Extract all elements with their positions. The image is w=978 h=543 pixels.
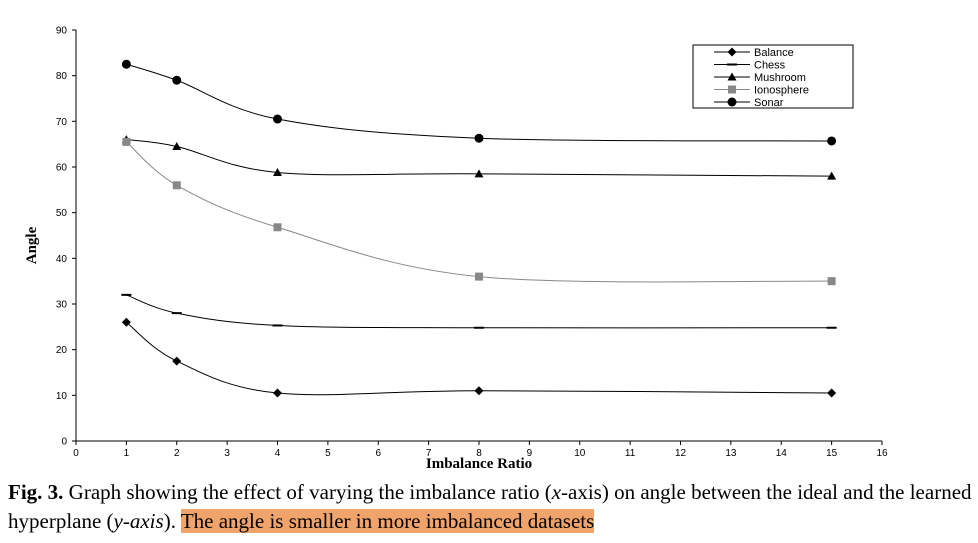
x-tick-label: 9 — [527, 448, 533, 459]
data-point-sonar — [172, 75, 182, 85]
data-point-mushroom — [172, 141, 182, 150]
series-layer — [121, 59, 837, 398]
y-tick-label: 30 — [56, 300, 68, 311]
data-point-ionosphere — [273, 223, 282, 232]
x-axis-label: Imbalance Ratio — [426, 456, 532, 470]
y-tick-label: 90 — [56, 26, 68, 37]
series-line-ionosphere — [126, 141, 832, 283]
y-tick-label: 80 — [56, 71, 68, 82]
series-balance — [121, 317, 837, 398]
data-point-balance — [172, 356, 182, 366]
series-ionosphere — [122, 137, 836, 286]
data-point-mushroom — [474, 169, 484, 178]
legend-item-chess: Chess — [714, 60, 786, 72]
data-point-sonar — [121, 59, 131, 69]
data-point-balance — [121, 317, 131, 327]
x-tick-label: 5 — [325, 448, 331, 459]
legend-marker-sonar — [727, 97, 737, 107]
data-point-mushroom — [827, 171, 837, 180]
caption-text-1: Graph showing the effect of varying the … — [63, 480, 552, 504]
x-tick-label: 12 — [675, 448, 687, 459]
legend-label-chess: Chess — [754, 60, 786, 72]
x-tick-label: 3 — [224, 448, 230, 459]
legend-marker-balance — [727, 47, 737, 57]
data-point-sonar — [273, 114, 282, 124]
legend-label-sonar: Sonar — [754, 97, 784, 109]
x-tick-label: 14 — [776, 448, 788, 459]
legend-marker-mushroom — [727, 72, 737, 81]
x-tick-label: 4 — [275, 448, 281, 459]
y-tick-label: 20 — [56, 345, 68, 356]
legend-marker-ionosphere — [728, 85, 736, 94]
series-line-balance — [126, 321, 832, 396]
data-point-balance — [474, 386, 484, 396]
data-point-sonar — [827, 136, 837, 146]
caption-x-italic: x — [551, 480, 562, 504]
legend-item-sonar: Sonar — [714, 97, 784, 109]
y-tick-label: 70 — [56, 117, 68, 128]
caption-y-italic: y-axis — [113, 509, 164, 533]
data-point-ionosphere — [172, 181, 181, 190]
x-tick-label: 10 — [574, 448, 586, 459]
y-tick-label: 50 — [56, 208, 68, 219]
y-tick-label: 40 — [56, 254, 68, 265]
data-point-mushroom — [273, 167, 282, 176]
x-tick-label: 8 — [476, 448, 482, 459]
y-tick-label: 0 — [61, 437, 67, 448]
y-axis-label: Angle — [24, 226, 40, 264]
caption-highlight: The angle is smaller in more imbalanced … — [180, 509, 595, 533]
x-tick-label: 11 — [625, 448, 636, 459]
data-point-ionosphere — [827, 277, 836, 286]
x-tick-label: 13 — [725, 448, 737, 459]
data-point-balance — [273, 388, 282, 398]
caption-text-2: -axis) on angle between the ideal and th… — [8, 480, 972, 533]
series-sonar — [121, 59, 837, 146]
figure-caption: Fig. 3. Graph showing the effect of vary… — [8, 478, 974, 536]
x-tick-label: 7 — [426, 448, 432, 459]
caption-label: Fig. 3. — [8, 480, 64, 504]
data-point-balance — [827, 388, 837, 398]
caption-text-3: ). — [163, 509, 176, 533]
y-tick-label: 60 — [56, 163, 68, 174]
x-tick-label: 1 — [124, 448, 130, 459]
x-tick-label: 0 — [73, 448, 79, 459]
series-chess — [121, 293, 837, 329]
data-point-ionosphere — [122, 137, 131, 146]
x-tick-label: 2 — [174, 448, 180, 459]
x-tick-label: 16 — [876, 448, 888, 459]
legend-label-ionosphere: Ionosphere — [754, 85, 809, 97]
x-tick-label: 6 — [375, 448, 381, 459]
legend-item-mushroom: Mushroom — [714, 72, 806, 84]
legend-label-mushroom: Mushroom — [754, 72, 806, 84]
data-point-ionosphere — [475, 272, 483, 281]
x-tick-label: 15 — [826, 448, 838, 459]
data-point-sonar — [474, 133, 484, 143]
legend-item-balance: Balance — [714, 47, 794, 59]
legend-item-ionosphere: Ionosphere — [714, 85, 809, 97]
y-tick-label: 10 — [56, 391, 68, 402]
legend-label-balance: Balance — [754, 47, 794, 59]
series-line-chess — [126, 294, 832, 329]
